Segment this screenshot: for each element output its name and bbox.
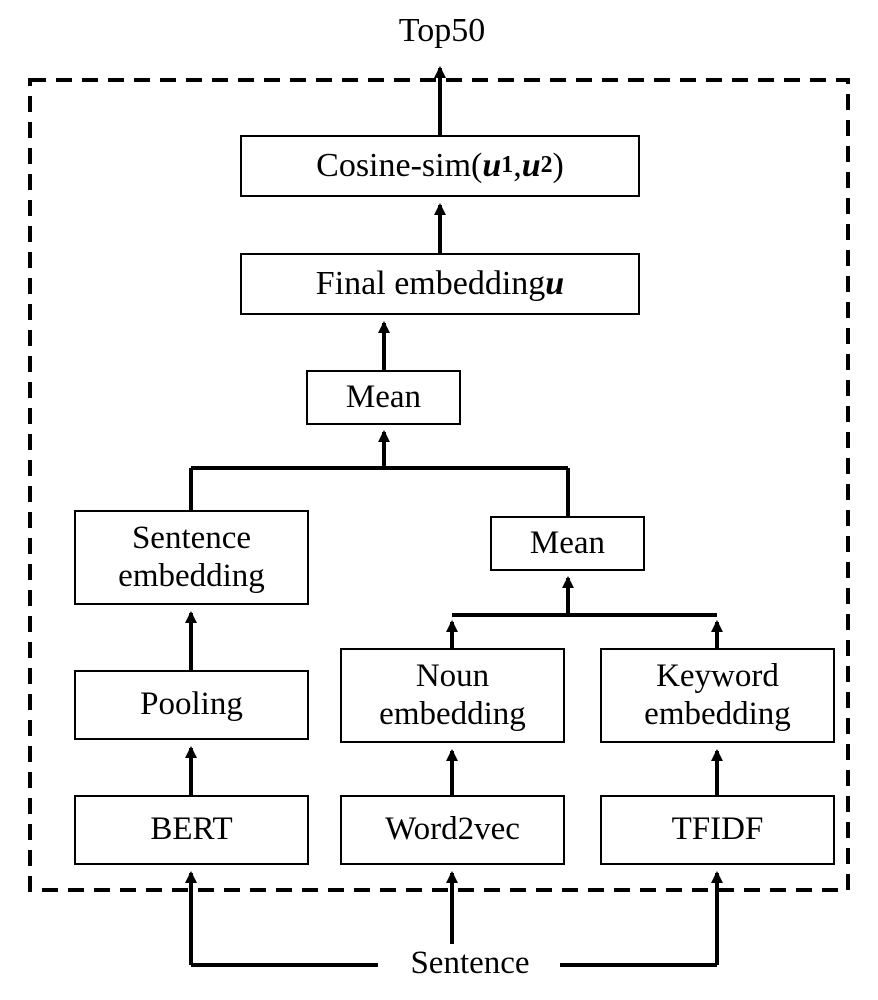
node-pooling: Pooling <box>74 670 309 740</box>
node-keyword: Keyword embedding <box>600 648 835 743</box>
node-top50: Top50 <box>362 12 522 52</box>
node-word2vec: Word2vec <box>340 795 565 865</box>
node-noun: Noun embedding <box>340 648 565 743</box>
node-sentence: Sentence <box>380 945 560 985</box>
node-mean_mid: Mean <box>490 516 645 571</box>
dashed-container <box>30 80 848 890</box>
node-sent_emb: Sentence embedding <box>74 510 309 605</box>
node-tfidf: TFIDF <box>600 795 835 865</box>
node-mean_top: Mean <box>306 370 461 425</box>
diagram-canvas: Top50 Cosine-sim(u1,u2) Final embedding u M… <box>0 0 878 1000</box>
node-bert: BERT <box>74 795 309 865</box>
node-final: Final embedding u <box>240 253 640 315</box>
node-cosine: Cosine-sim(u1,u2) <box>240 135 640 197</box>
